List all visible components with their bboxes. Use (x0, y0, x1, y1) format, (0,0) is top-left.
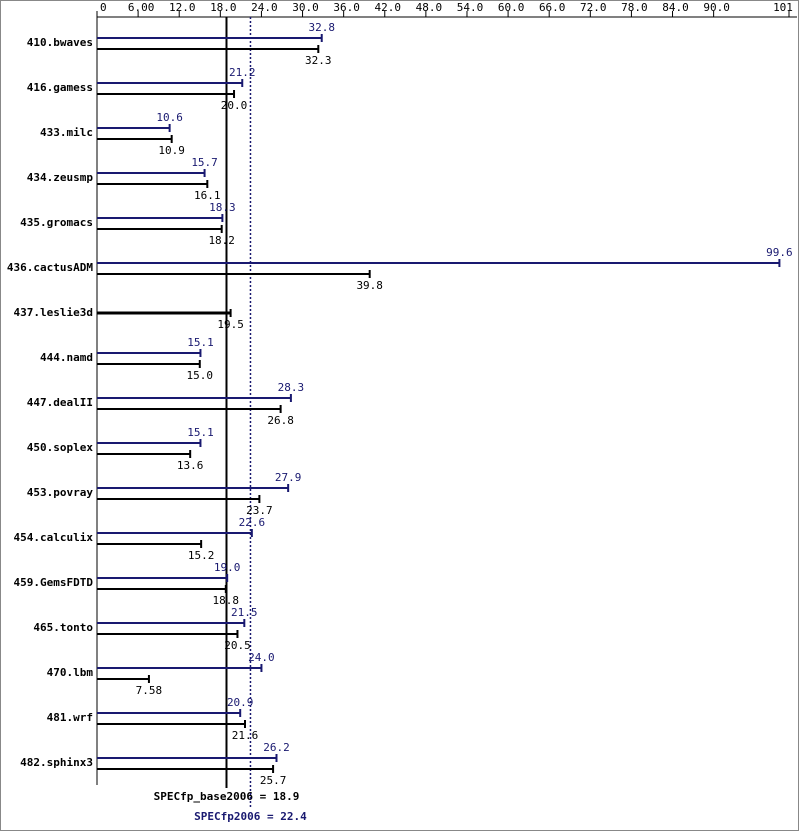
category-label: 416.gamess (27, 81, 93, 94)
value-label: 20.9 (227, 696, 254, 709)
value-label: 32.8 (308, 21, 335, 34)
value-label: 99.6 (766, 246, 793, 259)
value-label: 15.2 (188, 549, 215, 562)
category-label: 434.zeusmp (27, 171, 94, 184)
category-label: 437.leslie3d (14, 306, 93, 319)
value-label: 32.3 (305, 54, 332, 67)
category-label: 482.sphinx3 (20, 756, 93, 769)
value-label: 10.6 (156, 111, 183, 124)
value-label: 22.6 (239, 516, 266, 529)
category-label: 454.calculix (14, 531, 94, 544)
x-tick-label: 60.0 (498, 1, 525, 14)
category-label: 481.wrf (47, 711, 93, 724)
x-tick-label: 90.0 (703, 1, 730, 14)
value-label: 24.0 (248, 651, 275, 664)
value-label: 13.6 (177, 459, 204, 472)
x-tick-label: 84.0 (662, 1, 689, 14)
value-label: 15.7 (191, 156, 218, 169)
value-label: 15.1 (187, 426, 214, 439)
reference-label: SPECfp2006 = 22.4 (194, 810, 307, 823)
category-label: 435.gromacs (20, 216, 93, 229)
category-label: 450.soplex (27, 441, 94, 454)
value-label: 27.9 (275, 471, 302, 484)
x-tick-label: 12.0 (169, 1, 196, 14)
value-label: 21.2 (229, 66, 256, 79)
category-label: 465.tonto (33, 621, 93, 634)
x-tick-label: 54.0 (457, 1, 484, 14)
value-label: 7.58 (136, 684, 163, 697)
value-label: 18.2 (208, 234, 235, 247)
x-tick-label: 48.0 (416, 1, 443, 14)
x-tick-label: 0 (100, 1, 107, 14)
category-label: 444.namd (40, 351, 93, 364)
value-label: 19.0 (214, 561, 241, 574)
category-label: 447.dealII (27, 396, 93, 409)
value-label: 25.7 (260, 774, 287, 787)
x-tick-label: 42.0 (375, 1, 402, 14)
value-label: 20.0 (221, 99, 248, 112)
reference-label: SPECfp_base2006 = 18.9 (154, 790, 300, 803)
category-label: 433.milc (40, 126, 93, 139)
value-label: 26.2 (263, 741, 290, 754)
category-label: 410.bwaves (27, 36, 93, 49)
value-label: 26.8 (267, 414, 294, 427)
value-label: 18.8 (213, 594, 240, 607)
x-tick-label: 101 (773, 1, 793, 14)
value-label: 23.7 (246, 504, 273, 517)
value-label: 39.8 (356, 279, 383, 292)
x-tick-label: 66.0 (539, 1, 566, 14)
value-label: 19.5 (217, 318, 244, 331)
category-label: 470.lbm (47, 666, 94, 679)
category-label: 453.povray (27, 486, 94, 499)
x-tick-label: 24.0 (251, 1, 278, 14)
value-label: 21.5 (231, 606, 258, 619)
x-tick-label: 30.0 (292, 1, 319, 14)
x-tick-label: 36.0 (333, 1, 360, 14)
value-label: 20.5 (224, 639, 251, 652)
value-label: 21.6 (232, 729, 259, 742)
value-label: 18.3 (209, 201, 236, 214)
category-label: 436.cactusADM (7, 261, 93, 274)
value-label: 10.9 (158, 144, 185, 157)
value-label: 15.1 (187, 336, 214, 349)
x-tick-label: 6.00 (128, 1, 155, 14)
value-label: 16.1 (194, 189, 221, 202)
x-tick-label: 78.0 (621, 1, 648, 14)
category-label: 459.GemsFDTD (14, 576, 94, 589)
x-tick-label: 72.0 (580, 1, 607, 14)
value-label: 15.0 (187, 369, 214, 382)
x-tick-label: 18.0 (210, 1, 237, 14)
value-label: 28.3 (278, 381, 305, 394)
